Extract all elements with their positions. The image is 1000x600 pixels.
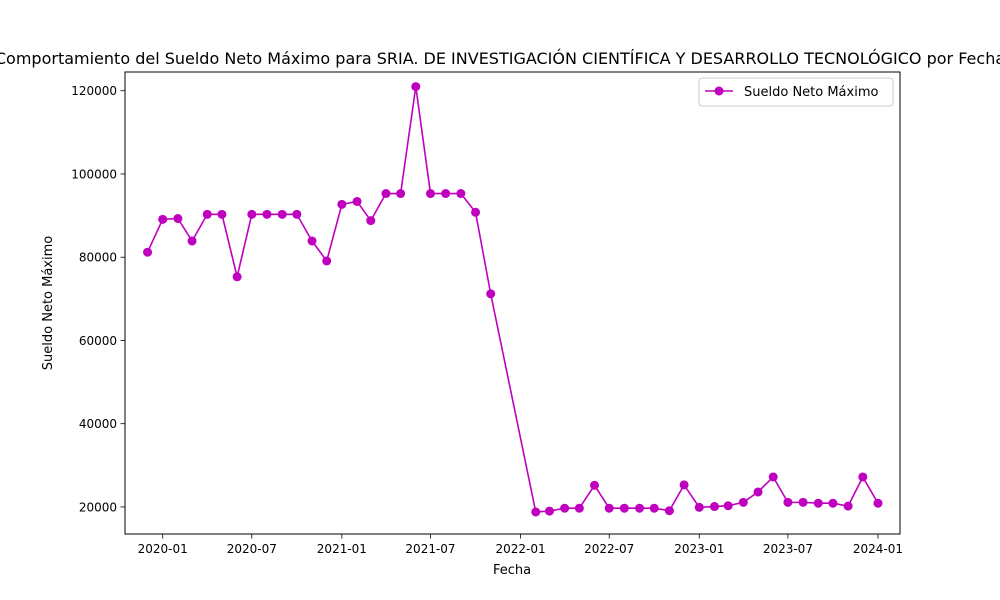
data-point [217, 209, 227, 219]
x-tick-label: 2020-01 [138, 542, 188, 556]
data-point [783, 497, 793, 507]
legend-marker [714, 86, 724, 96]
data-point [158, 214, 168, 224]
data-point [664, 506, 674, 516]
data-point [486, 289, 496, 299]
y-tick-label: 80000 [79, 251, 117, 265]
data-point [531, 507, 541, 517]
x-tick-label: 2020-07 [227, 542, 277, 556]
data-point [590, 480, 600, 490]
data-point [544, 506, 554, 516]
y-tick-label: 60000 [79, 334, 117, 348]
data-point [694, 502, 704, 512]
data-point [247, 209, 257, 219]
data-point [337, 199, 347, 209]
data-point [813, 498, 823, 508]
data-point [381, 189, 391, 199]
y-tick-label: 20000 [79, 500, 117, 514]
series-layer [143, 82, 883, 517]
chart-title: Comportamiento del Sueldo Neto Máximo pa… [0, 49, 1000, 68]
data-point [232, 272, 242, 282]
data-point [574, 503, 584, 513]
data-point [649, 503, 659, 513]
data-point [187, 236, 197, 246]
x-tick-label: 2023-07 [763, 542, 813, 556]
data-point [604, 503, 614, 513]
y-axis: 20000 40000 60000 80000 100000 120000 [71, 84, 125, 514]
data-point [411, 82, 421, 92]
x-tick-label: 2023-01 [674, 542, 724, 556]
data-point [619, 503, 629, 513]
data-point [828, 498, 838, 508]
data-point [202, 209, 212, 219]
data-point [798, 497, 808, 507]
data-point [858, 472, 868, 482]
data-point [738, 497, 748, 507]
data-point [873, 498, 883, 508]
data-point [366, 216, 376, 226]
data-point [709, 502, 719, 512]
x-axis: 2020-01 2020-07 2021-01 2021-07 2022-01 2022-… [138, 534, 903, 556]
data-point [723, 501, 733, 511]
data-point [307, 236, 317, 246]
legend: Sueldo Neto Máximo [698, 77, 894, 107]
data-point [262, 209, 272, 219]
data-point [322, 256, 332, 266]
data-point [679, 480, 689, 490]
x-tick-label: 2022-07 [584, 542, 634, 556]
data-point [471, 207, 481, 217]
y-tick-label: 100000 [71, 167, 117, 181]
data-point [352, 196, 362, 206]
data-point [292, 209, 302, 219]
y-tick-label: 40000 [79, 417, 117, 431]
y-axis-label: Sueldo Neto Máximo [41, 236, 56, 370]
x-tick-label: 2022-01 [496, 542, 546, 556]
data-point [768, 472, 778, 482]
data-point [843, 501, 853, 511]
plot-area [124, 71, 901, 535]
data-point [560, 503, 570, 513]
data-point [143, 247, 153, 257]
x-tick-label: 2021-01 [317, 542, 367, 556]
data-point [441, 189, 451, 199]
legend-box [698, 77, 894, 107]
x-tick-label: 2021-07 [405, 542, 455, 556]
data-point [277, 209, 287, 219]
y-tick-label: 120000 [71, 84, 117, 98]
x-tick-label: 2024-01 [853, 542, 903, 556]
x-axis-label: Fecha [493, 563, 531, 578]
data-point [753, 487, 763, 497]
data-point [396, 189, 406, 199]
data-point [456, 189, 466, 199]
data-point [173, 214, 183, 224]
legend-label: Sueldo Neto Máximo [744, 85, 878, 100]
data-point [425, 189, 435, 199]
data-point [635, 503, 645, 513]
